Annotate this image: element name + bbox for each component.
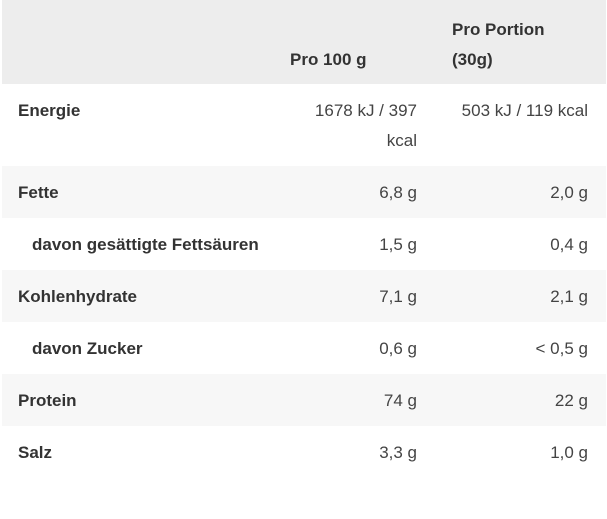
row-value-per-100g: 1678 kJ / 397 kcal bbox=[314, 101, 417, 150]
table-row-salz: Salz 3,3 g 1,0 g bbox=[2, 426, 606, 478]
row-label: Salz bbox=[18, 443, 53, 462]
table-row-zucker: davon Zucker 0,6 g < 0,5 g bbox=[2, 322, 606, 374]
table-row-gesaettigte-fettsaeuren: davon gesättigte Fettsäuren 1,5 g 0,4 g bbox=[2, 218, 606, 270]
table-row-fette: Fette 6,8 g 2,0 g bbox=[2, 166, 606, 218]
row-label: Energie bbox=[18, 101, 81, 120]
row-label: Protein bbox=[18, 391, 77, 410]
row-value-per-portion: 503 kJ / 119 kcal bbox=[461, 101, 588, 120]
nutrition-table: Pro 100 g Pro Portion (30g) Energie 1678… bbox=[2, 0, 606, 478]
table-row-protein: Protein 74 g 22 g bbox=[2, 374, 606, 426]
row-label: davon gesättigte Fettsäuren bbox=[32, 235, 259, 254]
table-row-energie: Energie 1678 kJ / 397 kcal 503 kJ / 119 … bbox=[2, 84, 606, 166]
row-value-per-100g: 3,3 g bbox=[379, 443, 417, 462]
row-value-per-portion: 0,4 g bbox=[550, 235, 588, 254]
table-body: Energie 1678 kJ / 397 kcal 503 kJ / 119 … bbox=[2, 84, 606, 478]
row-value-per-100g: 74 g bbox=[383, 391, 417, 410]
row-value-per-portion: 1,0 g bbox=[550, 443, 588, 462]
row-value-per-100g: 7,1 g bbox=[379, 287, 417, 306]
header-per-portion-line2: (30g) bbox=[452, 50, 493, 69]
row-value-per-portion: 2,1 g bbox=[550, 287, 588, 306]
header-label-column bbox=[2, 0, 270, 84]
header-row: Pro 100 g Pro Portion (30g) bbox=[2, 0, 606, 84]
row-value-per-100g: 6,8 g bbox=[379, 183, 417, 202]
header-per-100g: Pro 100 g bbox=[290, 50, 367, 69]
table-header: Pro 100 g Pro Portion (30g) bbox=[2, 0, 606, 84]
row-value-per-100g: 0,6 g bbox=[379, 339, 417, 358]
row-label: davon Zucker bbox=[32, 339, 143, 358]
header-per-portion: Pro Portion (30g) bbox=[436, 0, 606, 84]
row-label: Fette bbox=[18, 183, 59, 202]
row-value-per-100g: 1,5 g bbox=[379, 235, 417, 254]
row-value-per-portion: 22 g bbox=[554, 391, 588, 410]
row-value-per-portion: < 0,5 g bbox=[535, 339, 588, 358]
header-per-portion-line1: Pro Portion bbox=[452, 20, 545, 39]
row-label: Kohlenhydrate bbox=[18, 287, 138, 306]
table-row-kohlenhydrate: Kohlenhydrate 7,1 g 2,1 g bbox=[2, 270, 606, 322]
row-value-per-portion: 2,0 g bbox=[550, 183, 588, 202]
